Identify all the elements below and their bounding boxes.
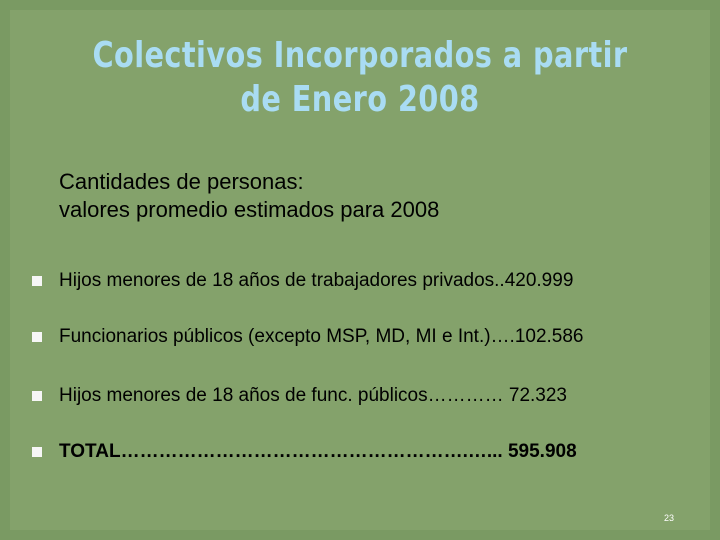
slide-subtitle-line-2: valores promedio estimados para 2008 [59,197,440,222]
square-bullet-icon [32,332,42,342]
slide-panel [10,10,710,530]
slide-title-line-2: de Enero 2008 [240,79,480,120]
square-bullet-icon [32,276,42,286]
bullet-text-private-children: Hijos menores de 18 años de trabajadores… [59,270,574,291]
bullet-text-public-employees: Funcionarios públicos (excepto MSP, MD, … [59,326,584,347]
page-number: 23 [664,513,675,523]
bullet-text-public-children: Hijos menores de 18 años de func. públic… [59,385,567,406]
slide-subtitle-line-1: Cantidades de personas: [59,169,304,194]
square-bullet-icon [32,447,42,457]
bullet-text-total: TOTAL……………………………………………….…... 595.908 [59,441,577,462]
bullet-item-total: TOTAL……………………………………………….…... 595.908 [32,437,577,467]
bullet-item-public-children: Hijos menores de 18 años de func. públic… [32,381,567,411]
bullet-item-private-children: Hijos menores de 18 años de trabajadores… [32,266,573,296]
slide-subtitle: Cantidades de personas: valores promedio… [59,168,439,224]
square-bullet-icon [32,391,42,401]
slide-title: Colectivos Incorporados a partir de Ener… [72,34,648,122]
slide-title-line-1: Colectivos Incorporados a partir [92,35,628,76]
bullet-item-public-employees: Funcionarios públicos (excepto MSP, MD, … [32,322,584,352]
